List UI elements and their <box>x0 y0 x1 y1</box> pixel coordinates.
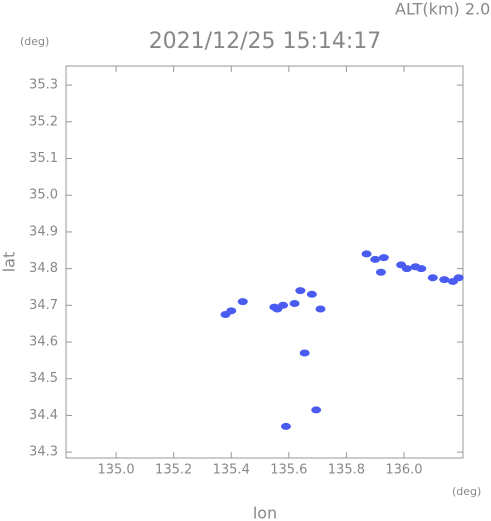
echo <box>416 265 427 273</box>
echo <box>427 274 438 282</box>
y-unit: (deg) <box>20 35 49 48</box>
echo <box>280 422 291 430</box>
echo <box>439 276 450 284</box>
x-tick-label: 135.6 <box>270 463 307 478</box>
echo <box>278 301 289 309</box>
echo <box>401 265 412 273</box>
echo <box>361 250 372 258</box>
x-tick-label: 135.8 <box>328 463 365 478</box>
echo <box>237 298 248 306</box>
echo <box>299 349 310 357</box>
y-tick-label: 34.7 <box>29 298 58 313</box>
chart-title: 2021/12/25 15:14:17 <box>149 29 382 54</box>
y-tick-label: 34.4 <box>29 408 58 423</box>
echo <box>315 305 326 313</box>
x-axis-label: lon <box>253 504 277 521</box>
echo <box>370 255 381 263</box>
y-tick-label: 34.3 <box>29 445 58 460</box>
echo <box>306 290 317 298</box>
echo <box>226 307 237 315</box>
y-tick-label: 35.2 <box>29 114 58 129</box>
echo <box>378 254 389 262</box>
y-tick-label: 34.6 <box>29 335 58 350</box>
altitude-label: ALT(km) 2.0 <box>395 0 490 19</box>
y-tick-label: 34.8 <box>29 261 58 276</box>
x-tick-label: 135.2 <box>155 463 192 478</box>
y-tick-label: 34.5 <box>29 371 58 386</box>
echo <box>375 268 386 276</box>
y-axis-label: lat <box>0 252 19 273</box>
plot-frame <box>65 65 464 459</box>
echo <box>311 406 322 414</box>
y-tick-label: 35.3 <box>29 78 58 93</box>
x-tick-label: 135.0 <box>97 463 134 478</box>
echo <box>453 274 464 282</box>
y-tick-label: 35.1 <box>29 151 58 166</box>
echo <box>289 299 300 307</box>
y-tick-label: 35.0 <box>29 188 58 203</box>
x-unit: (deg) <box>452 485 481 498</box>
x-tick-label: 136.0 <box>385 463 422 478</box>
y-tick-label: 34.9 <box>29 224 58 239</box>
x-tick-label: 135.4 <box>213 463 250 478</box>
echo <box>295 287 306 295</box>
